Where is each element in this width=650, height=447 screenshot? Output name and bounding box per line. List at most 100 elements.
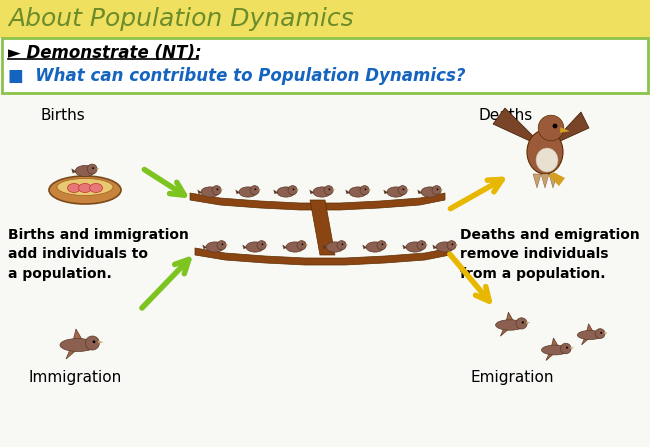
Ellipse shape [326,242,344,252]
Circle shape [92,167,94,169]
Polygon shape [493,108,545,148]
Ellipse shape [406,242,424,252]
FancyBboxPatch shape [2,38,648,93]
Circle shape [377,240,386,250]
Ellipse shape [541,345,569,355]
Ellipse shape [246,242,264,252]
Text: ■  What can contribute to Population Dynamics?: ■ What can contribute to Population Dyna… [8,67,465,85]
Text: ► Demonstrate (NT):: ► Demonstrate (NT): [8,44,202,62]
Polygon shape [309,190,314,194]
Circle shape [538,115,564,141]
Circle shape [288,186,297,195]
Circle shape [85,336,99,350]
Circle shape [302,244,304,245]
Ellipse shape [366,242,384,252]
Text: Births and immigration
add individuals to
a population.: Births and immigration add individuals t… [8,228,189,281]
Ellipse shape [349,187,367,197]
Text: About Population Dynamics: About Population Dynamics [8,7,354,31]
Polygon shape [235,190,240,194]
Polygon shape [369,189,371,190]
Polygon shape [402,245,407,249]
Polygon shape [417,190,422,194]
Polygon shape [98,341,103,343]
Polygon shape [432,245,437,249]
Polygon shape [549,174,557,188]
Ellipse shape [436,242,454,252]
Polygon shape [274,190,278,194]
Text: Deaths: Deaths [478,108,532,123]
Circle shape [382,244,383,245]
Circle shape [250,186,259,195]
Ellipse shape [536,148,558,172]
Polygon shape [296,189,300,190]
Polygon shape [549,172,565,186]
Circle shape [560,343,571,354]
FancyBboxPatch shape [0,93,650,447]
Polygon shape [586,324,594,335]
Ellipse shape [206,242,224,252]
Circle shape [595,329,605,338]
Circle shape [422,244,423,245]
Circle shape [447,240,456,250]
Polygon shape [546,350,556,360]
Ellipse shape [57,178,113,195]
Polygon shape [72,329,84,345]
Polygon shape [345,190,350,194]
Circle shape [402,189,404,190]
Circle shape [398,186,407,195]
Polygon shape [322,245,327,249]
Circle shape [212,186,221,195]
Ellipse shape [75,165,95,177]
Polygon shape [96,168,99,169]
Ellipse shape [313,187,331,197]
Polygon shape [266,244,268,245]
Ellipse shape [277,187,295,197]
Polygon shape [500,325,512,336]
Circle shape [292,189,294,190]
Ellipse shape [239,187,257,197]
Circle shape [255,189,256,190]
Circle shape [417,240,426,250]
Circle shape [452,244,453,245]
Polygon shape [541,174,549,188]
Polygon shape [533,174,541,188]
Circle shape [437,189,438,190]
Polygon shape [66,345,80,359]
Circle shape [297,240,306,250]
Ellipse shape [577,330,603,340]
Polygon shape [333,189,335,190]
Ellipse shape [49,176,121,204]
Circle shape [222,244,224,245]
Circle shape [360,186,369,195]
Text: Immigration: Immigration [28,370,122,385]
Ellipse shape [286,242,304,252]
Polygon shape [282,245,287,249]
Ellipse shape [60,338,96,351]
Polygon shape [346,244,348,245]
Polygon shape [441,189,443,190]
Polygon shape [242,245,247,249]
Circle shape [432,186,441,195]
Polygon shape [505,312,515,325]
Circle shape [365,189,367,190]
Polygon shape [220,189,224,190]
Circle shape [87,164,97,174]
Polygon shape [385,244,389,245]
Circle shape [342,244,343,245]
Circle shape [600,332,602,334]
Ellipse shape [387,187,405,197]
Ellipse shape [79,184,92,193]
Polygon shape [198,190,202,194]
Polygon shape [526,321,530,324]
Polygon shape [384,190,388,194]
Polygon shape [226,244,228,245]
Circle shape [324,186,333,195]
Ellipse shape [90,184,103,193]
Text: Deaths and emigration
remove individuals
from a population.: Deaths and emigration remove individuals… [460,228,640,281]
Polygon shape [551,338,560,350]
Circle shape [337,240,346,250]
Polygon shape [406,189,410,190]
Polygon shape [310,200,335,255]
Ellipse shape [201,187,219,197]
Polygon shape [72,169,77,173]
